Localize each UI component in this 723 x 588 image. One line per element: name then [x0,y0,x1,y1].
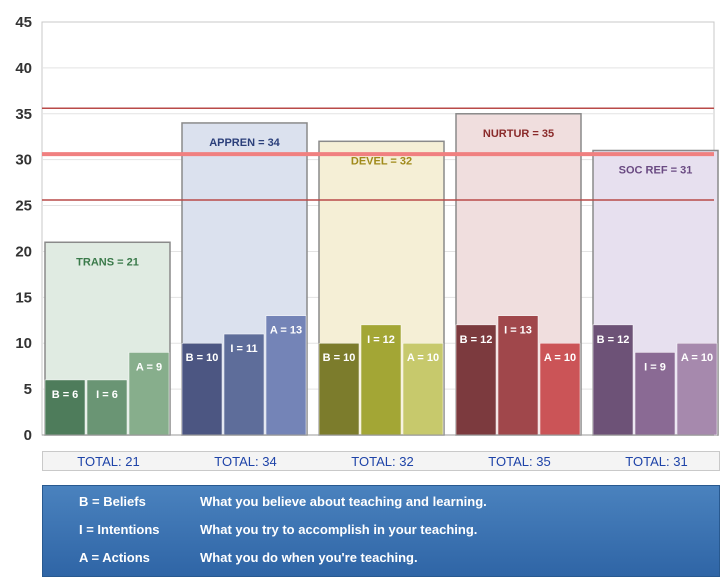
group-total-label: DEVEL = 32 [351,155,412,167]
legend-row-actions: A = Actions What you do when you're teac… [43,550,719,570]
y-tick-label: 35 [15,106,32,123]
segment-bar-label: I = 13 [504,325,532,337]
y-tick-label: 45 [15,14,32,31]
y-tick-label: 25 [15,198,32,215]
segment-bar [128,352,170,436]
segment-bar [455,324,497,436]
total-label-nurtur: TOTAL: 35 [488,454,551,469]
legend-row-beliefs: B = Beliefs What you believe about teach… [43,494,719,514]
legend-description: What you do when you're teaching. [200,550,418,565]
chart: 0 5 10 15 20 25 30 35 40 45 B = 6 I = 6 A = 9 TRANS =… [15,14,719,444]
segment-bar [539,342,581,436]
segment-bar-label: B = 12 [597,334,630,346]
legend-row-intentions: I = Intentions What you try to accomplis… [43,522,719,542]
total-label-devel: TOTAL: 32 [351,454,414,469]
segment-bar-label: A = 9 [136,361,162,373]
y-tick-label: 30 [15,152,32,169]
legend-term: B = Beliefs [79,494,146,509]
segment-bar-label: B = 6 [52,389,79,401]
segment-bar-label: I = 12 [367,334,395,346]
segment-bar [592,324,634,436]
y-tick-label: 15 [15,289,32,306]
segment-bar [497,315,539,436]
segment-bar-label: A = 10 [544,352,576,364]
segment-bar-label: B = 10 [323,352,356,364]
group-total-label: SOC REF = 31 [619,164,693,176]
segment-bar [360,324,402,436]
total-label-trans: TOTAL: 21 [77,454,140,469]
segment-bar-label: I = 9 [644,361,666,373]
totals-row: TOTAL: 21 TOTAL: 34 TOTAL: 32 TOTAL: 35 … [42,451,720,471]
group-total-label: TRANS = 21 [76,256,139,268]
segment-bar-label: B = 12 [460,334,493,346]
total-label-socref: TOTAL: 31 [625,454,688,469]
y-tick-label: 0 [24,427,32,444]
legend-term: A = Actions [79,550,150,565]
segment-bar [86,379,128,436]
segment-bar [318,342,360,436]
segment-bar [402,342,444,436]
segment-bar-label: A = 10 [681,352,713,364]
group-total-label: NURTUR = 35 [483,128,554,140]
y-tick-label: 20 [15,243,32,260]
segment-bar [44,379,86,436]
segment-bar [181,342,223,436]
total-label-appren: TOTAL: 34 [214,454,277,469]
legend-description: What you try to accomplish in your teach… [200,522,478,537]
segment-bar-label: A = 13 [270,325,302,337]
y-tick-label: 10 [15,335,32,352]
legend-box: B = Beliefs What you believe about teach… [42,485,720,577]
y-tick-label: 5 [24,381,32,398]
segment-bar-label: A = 10 [407,352,439,364]
segment-bar-label: I = 11 [230,343,257,355]
legend-description: What you believe about teaching and lear… [200,494,487,509]
group-total-label: APPREN = 34 [209,137,280,149]
segment-bar-label: I = 6 [96,389,118,401]
segment-bar [634,352,676,436]
legend-term: I = Intentions [79,522,160,537]
segment-bar [676,342,718,436]
segment-bar-label: B = 10 [186,352,219,364]
y-tick-label: 40 [15,60,32,77]
segment-bar [223,333,265,436]
